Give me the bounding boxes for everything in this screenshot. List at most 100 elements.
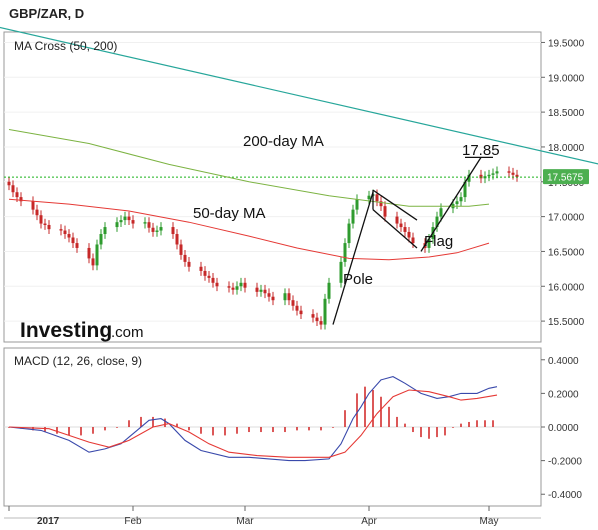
macd-tick-label: 0.0000	[548, 423, 579, 434]
candle-body	[315, 317, 319, 322]
candle-body	[399, 223, 403, 228]
candle-body	[411, 237, 415, 244]
macd-histogram-bar	[484, 420, 486, 427]
macd-histogram-bar	[128, 420, 130, 427]
macd-histogram-bar	[308, 427, 310, 431]
macd-histogram-bar	[468, 421, 470, 427]
macd-histogram-bar	[104, 427, 106, 431]
flag-upper-line	[372, 189, 418, 221]
candle-body	[327, 282, 331, 299]
candle-body	[295, 305, 299, 311]
candle-body	[439, 208, 443, 217]
annotations	[332, 156, 493, 325]
macd-histogram-bar	[396, 416, 398, 427]
candle-body	[403, 227, 407, 232]
macd-panel-title: MACD (12, 26, close, 9)	[14, 354, 142, 368]
candle-body	[515, 174, 519, 177]
macd-histogram-bar	[436, 427, 438, 438]
macd-histogram-bar	[344, 410, 346, 427]
candle-body	[343, 243, 347, 262]
candle-body	[291, 300, 295, 306]
macd-series	[4, 376, 541, 462]
macd-tick-label: 0.2000	[548, 389, 579, 400]
macd-histogram-bar	[428, 427, 430, 439]
candle-body	[87, 247, 91, 259]
price-tick-label: 19.5000	[548, 38, 585, 49]
price-tick-label: 17.0000	[548, 213, 585, 224]
last-price-tag: 17.5675	[543, 169, 589, 185]
candle-body	[239, 282, 243, 287]
candle-body	[115, 222, 119, 228]
candle-body	[259, 289, 263, 292]
candle-body	[31, 201, 35, 210]
candle-body	[379, 201, 383, 207]
candle-body	[39, 215, 43, 224]
candle-body	[463, 181, 467, 198]
candle-body	[491, 173, 495, 175]
macd-histogram-bar	[212, 427, 214, 436]
candle-body	[155, 230, 159, 232]
candle-body	[227, 286, 231, 288]
price-panel-border	[3, 31, 542, 343]
time-tick-label: May	[480, 516, 499, 527]
candle-body	[11, 185, 15, 193]
overlay-lines	[0, 26, 598, 261]
macd-histogram-bar	[80, 427, 82, 436]
ma200-line	[8, 129, 490, 207]
macd-histogram-bar	[372, 390, 374, 427]
macd-tick-label: -0.2000	[548, 457, 582, 468]
candle-body	[231, 287, 235, 290]
time-tick-label: 2017	[37, 516, 60, 527]
macd-histogram-bar	[356, 393, 358, 427]
signal-line	[8, 389, 498, 458]
candle-body	[103, 227, 107, 235]
macd-histogram-bar	[320, 427, 322, 431]
candle-body	[211, 277, 215, 283]
chart-title: GBP/ZAR, D	[9, 6, 85, 21]
macd-histogram-bar	[176, 423, 178, 427]
target-label: 17.85	[462, 142, 500, 159]
time-axis-ticks: 2017FebMarAprMayJu	[8, 506, 499, 527]
price-panel-title: MA Cross (50, 200)	[14, 39, 117, 53]
ma50-line	[8, 198, 490, 261]
price-tick-label: 18.0000	[548, 143, 585, 154]
time-tick-label: Feb	[124, 516, 142, 527]
candle-body	[143, 222, 147, 224]
flag-label: Flag	[424, 233, 453, 250]
macd-histogram-bar	[32, 427, 34, 431]
macd-histogram-bar	[460, 423, 462, 427]
candle-body	[175, 234, 179, 245]
last-price-value: 17.5675	[547, 173, 584, 184]
ma200-label: 200-day MA	[243, 133, 324, 150]
macd-histogram-bar	[44, 427, 46, 433]
candle-body	[63, 230, 67, 235]
candle-body	[71, 237, 75, 244]
logo-wordmark: Investing	[20, 319, 112, 342]
candle-body	[95, 244, 99, 266]
price-tick-label: 18.5000	[548, 108, 585, 119]
candle-body	[299, 310, 303, 315]
candle-body	[351, 209, 355, 224]
candle-body	[267, 293, 271, 297]
candle-body	[91, 258, 95, 266]
candle-body	[395, 216, 399, 224]
candle-body	[203, 270, 207, 276]
macd-histogram-bar	[492, 420, 494, 427]
pole-line	[332, 192, 374, 325]
candle-body	[207, 275, 211, 278]
price-tick-label: 15.5000	[548, 317, 585, 328]
macd-histogram-bar	[388, 406, 390, 427]
breakout-line	[420, 157, 482, 252]
candle-body	[187, 261, 191, 267]
macd-histogram-bar	[444, 427, 446, 436]
candle-body	[123, 216, 127, 221]
ma50-label: 50-day MA	[193, 205, 266, 222]
macd-histogram-bar	[420, 427, 422, 438]
macd-histogram-bar	[248, 427, 250, 433]
candle-body	[271, 296, 275, 301]
candle-body	[467, 174, 471, 182]
candle-body	[255, 287, 259, 292]
candle-body	[459, 197, 463, 202]
candle-body	[147, 222, 151, 228]
